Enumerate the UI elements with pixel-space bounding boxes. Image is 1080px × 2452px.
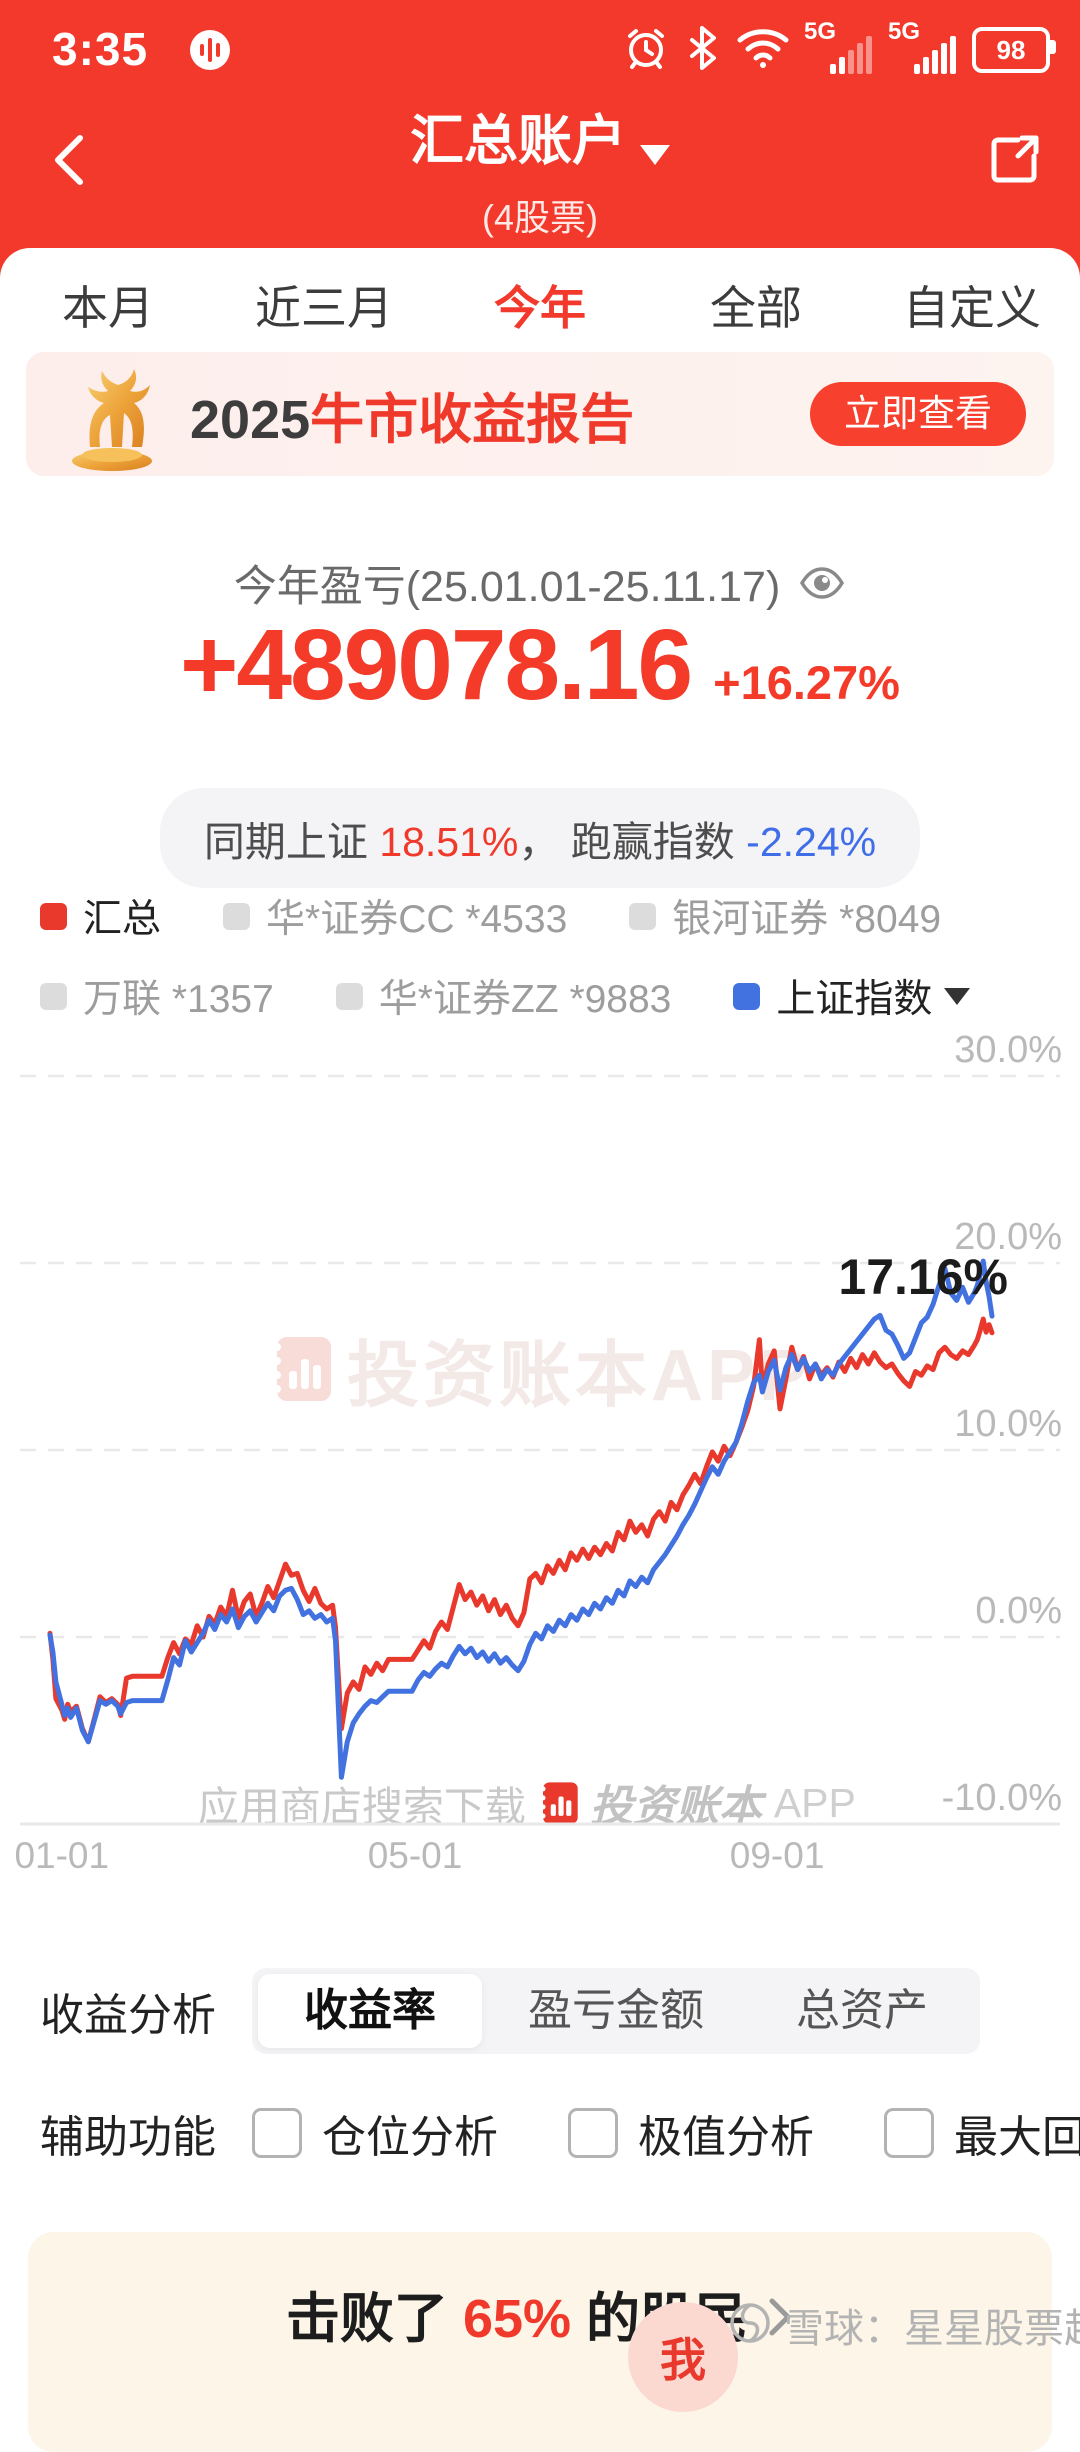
alarm-icon — [622, 24, 670, 77]
tab-last-3-months[interactable]: 近三月 — [255, 282, 393, 334]
series-汇总 — [47, 1316, 995, 1745]
legend-item-account-3[interactable]: 万联 *1357 — [40, 968, 274, 1024]
signal-1-icon: 5G — [804, 18, 872, 74]
latest-value-label: 17.16% — [838, 1249, 1008, 1305]
option-position-analysis[interactable]: 仓位分析 — [252, 2101, 498, 2165]
x-axis-tick: 05-01 — [368, 1835, 463, 1876]
tab-this-year[interactable]: 今年 — [432, 262, 648, 368]
chevron-down-icon — [640, 144, 670, 165]
network-badge: 5G — [888, 18, 921, 45]
legend-swatch — [40, 902, 67, 930]
segment-pnl-amount[interactable]: 盈亏金额 — [528, 1986, 704, 2035]
wifi-icon — [736, 26, 790, 75]
legend-swatch — [40, 982, 67, 1010]
account-subtitle: (4股票) — [482, 197, 598, 238]
y-axis-tick: 20.0% — [954, 1216, 1062, 1258]
legend-swatch — [335, 982, 363, 1010]
y-axis-tick: 30.0% — [954, 1030, 1062, 1071]
me-floating-button[interactable]: 我 — [628, 2302, 738, 2412]
y-axis-tick: 10.0% — [954, 1403, 1062, 1445]
tab-all[interactable]: 全部 — [710, 282, 802, 334]
checkbox-icon[interactable] — [252, 2108, 302, 2158]
beat-investors-card[interactable]: 击败了 65% 的股民 — [28, 2232, 1052, 2452]
legend-swatch — [223, 902, 251, 930]
bluetooth-icon — [686, 24, 720, 77]
chart-legend: 汇总 华*证券CC *4533 银河证券 *8049 万联 *1357 华*证券… — [40, 888, 1050, 1048]
x-axis-tick: 01-01 — [14, 1835, 109, 1876]
account-title-dropdown[interactable]: 汇总账户 — [410, 111, 670, 171]
aux-row: 辅助功能 仓位分析 极值分析 最大回撤 — [40, 2098, 1080, 2168]
page-title: 汇总账户 — [410, 111, 626, 171]
chevron-right-icon — [764, 2290, 794, 2352]
eye-visibility-icon[interactable] — [798, 559, 846, 607]
status-bar: 3:35 5G 5G 98 — [0, 18, 1080, 78]
signal-2-icon: 5G — [888, 18, 956, 74]
share-button[interactable] — [984, 130, 1044, 190]
legend-swatch — [733, 982, 761, 1010]
period-tabs: 本月 近三月 今年 全部 自定义 — [0, 262, 1080, 368]
legend-item-account-2[interactable]: 银河证券 *8049 — [629, 888, 941, 944]
benchmark-percent: 18.51% — [379, 819, 519, 865]
view-report-button[interactable]: 立即查看 — [810, 382, 1026, 446]
aux-label: 辅助功能 — [40, 2113, 216, 2162]
y-axis-tick: -10.0% — [942, 1777, 1062, 1819]
checkbox-icon[interactable] — [884, 2108, 934, 2158]
status-time: 3:35 — [52, 23, 149, 75]
legend-swatch — [629, 902, 657, 930]
series-上证指数 — [47, 1258, 995, 1780]
banner-title: 2025牛市收益报告 — [190, 389, 635, 450]
y-axis-tick: 0.0% — [975, 1590, 1062, 1632]
legend-item-index[interactable]: 上证指数 — [733, 968, 971, 1024]
battery-level: 98 — [996, 34, 1026, 65]
legend-item-account-1[interactable]: 华*证券CC *4533 — [223, 888, 567, 944]
analysis-label: 收益分析 — [40, 1991, 216, 2040]
header: 汇总账户 (4股票) — [0, 88, 1080, 248]
legend-item-total[interactable]: 汇总 — [40, 888, 161, 944]
option-extreme-analysis[interactable]: 极值分析 — [568, 2101, 814, 2165]
checkbox-icon[interactable] — [568, 2108, 618, 2158]
tab-this-month[interactable]: 本月 — [62, 282, 154, 334]
gold-bull-icon — [52, 355, 172, 473]
beat-investors-text: 击败了 65% 的股民 — [28, 2274, 1052, 2353]
metric-segmented-control: 收益率 盈亏金额 总资产 — [252, 1968, 980, 2054]
beat-percent: 65% — [462, 2289, 572, 2349]
tab-custom[interactable]: 自定义 — [903, 282, 1041, 334]
back-button[interactable] — [44, 130, 94, 190]
excess-percent: -2.24% — [746, 819, 877, 865]
battery-icon: 98 — [972, 27, 1056, 73]
profit-amount: +489078.16 — [180, 609, 693, 721]
legend-item-account-4[interactable]: 华*证券ZZ *9883 — [335, 968, 671, 1024]
analysis-row: 收益分析 收益率 盈亏金额 总资产 — [40, 1968, 1040, 2054]
benchmark-pill: 同期上证 18.51%， 跑赢指数 -2.24% — [159, 788, 921, 888]
chart-svg: 30.0% 20.0% 10.0% 0.0% -10.0% 01-01 05-01 09-01… — [14, 1030, 1062, 1876]
chevron-down-icon — [944, 987, 971, 1005]
profit-percent: +16.27% — [713, 656, 900, 709]
profit-period-label: 今年盈亏(25.01.01-25.11.17) — [233, 563, 781, 611]
segment-total-assets[interactable]: 总资产 — [796, 1986, 928, 2035]
performance-chart[interactable]: 投资账本APP 应用商店搜索下载 投资账本 APP 30.0% 20.0% 10.0… — [0, 1030, 1080, 1910]
x-axis-tick: 09-01 — [730, 1835, 825, 1876]
report-banner[interactable]: 2025牛市收益报告 立即查看 — [26, 352, 1054, 476]
option-max-drawdown[interactable]: 最大回撤 — [884, 2101, 1080, 2165]
voice-assistant-icon — [188, 28, 232, 77]
network-badge: 5G — [804, 18, 837, 45]
segment-return-rate[interactable]: 收益率 — [258, 1974, 482, 2048]
